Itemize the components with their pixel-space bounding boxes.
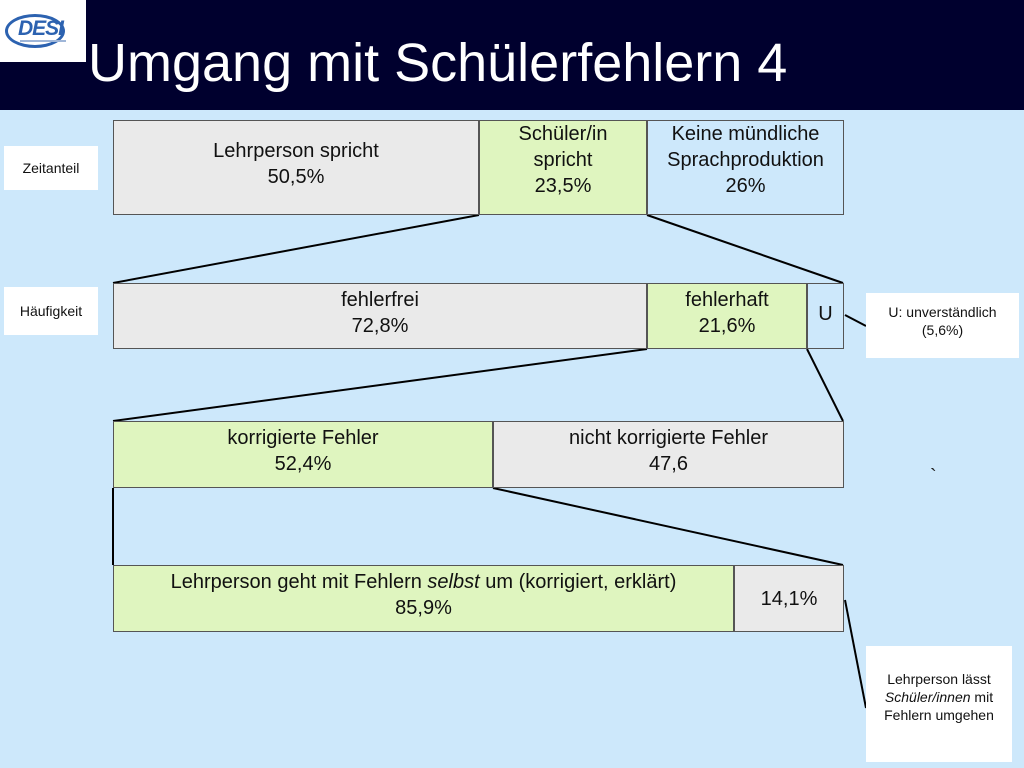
box-lehrperson-spricht: Lehrperson spricht 50,5% <box>113 120 479 215</box>
connector-line <box>112 214 480 284</box>
lehrperson-spricht-value: 50,5% <box>267 166 325 188</box>
box-rest: 14,1% <box>734 565 844 632</box>
row-label-haeufigkeit: Häufigkeit <box>4 287 98 335</box>
keine-value: 26% <box>725 175 766 197</box>
lehrperson-selbst-label: Lehrperson geht mit Fehlern selbst um (k… <box>114 569 733 595</box>
schueler-spricht-label-2: spricht <box>533 149 593 171</box>
schueler-spricht-value: 23,5% <box>534 175 592 197</box>
box-u: U <box>807 283 844 349</box>
stray-mark: ` <box>930 466 937 488</box>
fehlerfrei-label: fehlerfrei <box>341 289 419 311</box>
desi-logo: DESI <box>0 0 86 62</box>
nicht-korrigierte-fehler-label: nicht korrigierte Fehler <box>569 427 768 449</box>
note-u-unverstaendlich: U: unverständlich (5,6%) <box>866 293 1019 358</box>
u-note-line2: (5,6%) <box>921 322 964 339</box>
lehrperson-spricht-label: Lehrperson spricht <box>213 140 379 162</box>
laesst-line3: Fehlern umgehen <box>884 707 994 724</box>
title-bar <box>0 0 1024 110</box>
box-lehrperson-selbst: Lehrperson geht mit Fehlern selbst um (k… <box>113 565 734 632</box>
fehlerhaft-value: 21,6% <box>698 315 756 337</box>
selbst-em: selbst <box>427 571 480 593</box>
nicht-korrigierte-fehler-value: 47,6 <box>649 453 688 475</box>
zeitanteil-text: Zeitanteil <box>22 160 80 176</box>
keine-label-2: Sprachproduktion <box>667 149 824 171</box>
box-korrigierte-fehler: korrigierte Fehler 52,4% <box>113 421 493 488</box>
u-label: U <box>818 303 833 325</box>
slide-title: Umgang mit Schülerfehlern 4 <box>88 33 788 93</box>
laesst-line1: Lehrperson lässt <box>887 671 991 687</box>
rest-value: 14,1% <box>760 588 818 610</box>
selbst-before: Lehrperson geht mit Fehlern <box>170 571 428 593</box>
connector-line <box>806 348 844 422</box>
row-label-zeitanteil: Zeitanteil <box>4 146 98 190</box>
connector-line <box>492 487 844 566</box>
connector-line <box>844 599 867 709</box>
connector-line <box>844 314 867 327</box>
korrigierte-fehler-label: korrigierte Fehler <box>227 427 379 449</box>
korrigierte-fehler-value: 52,4% <box>274 453 332 475</box>
u-note-line1: U: unverständlich <box>888 304 997 320</box>
keine-label-1: Keine mündliche <box>671 123 820 145</box>
logo-text: DESI <box>18 17 64 40</box>
box-schueler-spricht: Schüler/in spricht 23,5% <box>479 120 647 215</box>
logo-oval-icon <box>5 14 65 48</box>
selbst-after: um (korrigiert, erklärt) <box>479 571 677 593</box>
connector-line <box>112 348 648 422</box>
haeufigkeit-text: Häufigkeit <box>19 303 83 319</box>
schueler-spricht-label-1: Schüler/in <box>518 123 608 145</box>
laesst-after: mit <box>970 689 994 706</box>
laesst-line2: Schüler/innen mit <box>866 688 1012 706</box>
logo-underline-icon <box>20 40 66 42</box>
laesst-em: Schüler/innen <box>884 689 971 706</box>
connector-line <box>646 214 844 284</box>
fehlerfrei-value: 72,8% <box>351 315 409 337</box>
box-keine-sprachproduktion: Keine mündliche Sprachproduktion 26% <box>647 120 844 215</box>
box-nicht-korrigierte-fehler: nicht korrigierte Fehler 47,6 <box>493 421 844 488</box>
box-fehlerfrei: fehlerfrei 72,8% <box>113 283 647 349</box>
lehrperson-selbst-value: 85,9% <box>395 597 452 619</box>
box-fehlerhaft: fehlerhaft 21,6% <box>647 283 807 349</box>
fehlerhaft-label: fehlerhaft <box>685 289 769 311</box>
note-lehrperson-laesst: Lehrperson lässt Schüler/innen mit Fehle… <box>866 646 1012 762</box>
